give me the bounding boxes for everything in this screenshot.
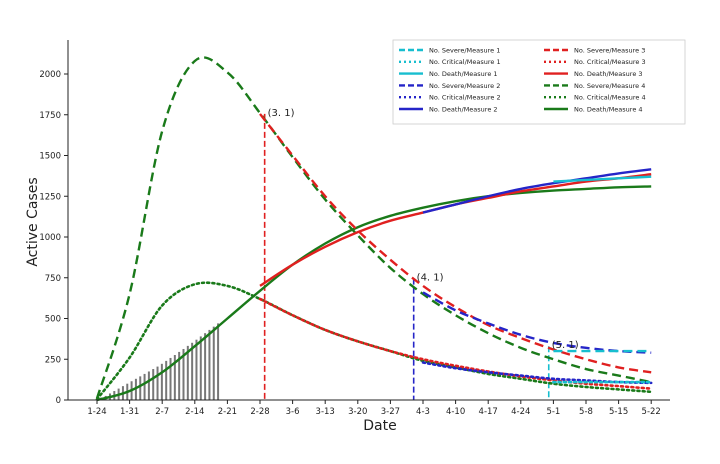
x-tick-label: 4-24 [511, 407, 530, 417]
axes [67, 40, 670, 401]
x-tick-label: 3-20 [348, 407, 367, 417]
observed-bar [182, 348, 185, 400]
observed-bar [208, 329, 211, 400]
legend-label: No. Death/Measure 1 [429, 70, 498, 78]
series-line-death-measure-4 [96, 185, 652, 402]
observed-bars [96, 323, 220, 400]
legend-box [392, 39, 686, 125]
observed-bar [156, 366, 159, 400]
series-line-severe-measure-3 [259, 113, 652, 374]
legend-label: No. Critical/Measure 3 [574, 58, 646, 66]
legend-label: No. Death/Measure 2 [429, 105, 498, 113]
x-tick-label: 3-27 [381, 407, 400, 417]
series-line-death-measure-2 [422, 168, 652, 214]
x-tick-label: 4-17 [479, 407, 498, 417]
annotation-label: (3. 1) [268, 108, 295, 119]
observed-bar [173, 355, 176, 400]
y-tick-label: 1750 [39, 111, 61, 121]
y-tick-label: 500 [45, 315, 61, 325]
observed-bar [147, 371, 150, 400]
legend-label: No. Death/Measure 4 [574, 105, 643, 113]
observed-bar [195, 339, 198, 400]
series-line-severe-measure-4 [95, 56, 652, 399]
x-tick-label: 1-24 [87, 407, 106, 417]
legend-label: No. Critical/Measure 4 [574, 94, 646, 102]
series-line-death-measure-1 [553, 175, 652, 183]
series-lines [95, 56, 653, 402]
observed-bar [191, 342, 194, 400]
x-tick-label: 5-1 [546, 407, 560, 417]
legend-label: No. Severe/Measure 2 [429, 82, 500, 90]
observed-bar [186, 345, 189, 400]
observed-bar [143, 373, 146, 400]
tick-marks: 1-24 1-31 2-7 2-14 2-21 2-28 3-6 3-13 3-20 3-27 4-… [39, 70, 660, 417]
x-tick-label: 5-22 [642, 407, 661, 417]
y-tick-label: 1000 [39, 233, 61, 243]
annotation-label: (5. 1) [552, 340, 579, 351]
observed-bar [169, 357, 172, 400]
observed-bar [204, 333, 207, 400]
y-tick-label: 250 [45, 355, 61, 365]
legend: No. Severe/Measure 1 No. Critical/Measure… [392, 39, 686, 125]
y-tick-label: 1250 [39, 192, 61, 202]
y-tick-label: 0 [56, 396, 61, 406]
observed-bar [160, 363, 163, 400]
x-tick-label: 4-10 [446, 407, 465, 417]
x-tick-label: 4-3 [416, 407, 430, 417]
x-tick-label: 2-7 [155, 407, 169, 417]
x-tick-label: 2-21 [218, 407, 237, 417]
annotation-label: (4. 1) [417, 273, 444, 284]
y-tick-label: 1500 [39, 152, 61, 162]
legend-label: No. Severe/Measure 1 [429, 46, 500, 54]
series-line-critical-measure-3 [258, 297, 653, 390]
x-tick-label: 2-14 [185, 407, 204, 417]
legend-label: No. Death/Measure 3 [574, 70, 643, 78]
y-axis-title: Active Cases [25, 177, 41, 266]
x-tick-label: 1-31 [120, 407, 139, 417]
observed-bar [139, 376, 142, 400]
y-tick-label: 2000 [39, 70, 61, 80]
observed-bar [165, 360, 168, 400]
legend-label: No. Critical/Measure 2 [429, 94, 501, 102]
legend-label: No. Severe/Measure 4 [574, 82, 645, 90]
x-tick-label: 5-15 [609, 407, 628, 417]
legend-label: No. Severe/Measure 3 [574, 46, 645, 54]
observed-bar [152, 369, 155, 400]
series-line-death-measure-3 [259, 173, 652, 287]
x-tick-label: 2-28 [250, 407, 269, 417]
legend-label: No. Critical/Measure 1 [429, 58, 501, 66]
x-axis-title: Date [363, 418, 396, 434]
observed-bar [217, 323, 220, 400]
observed-bar [199, 336, 202, 400]
x-tick-label: 5-8 [579, 407, 593, 417]
x-tick-label: 3-13 [316, 407, 335, 417]
observed-bar [178, 351, 181, 400]
annotations: (3. 1) (4. 1) (5. 1) [268, 108, 579, 351]
x-tick-label: 3-6 [286, 407, 300, 417]
y-tick-label: 750 [45, 274, 61, 284]
intervention-lines [263, 113, 550, 400]
observed-bar [212, 326, 215, 400]
